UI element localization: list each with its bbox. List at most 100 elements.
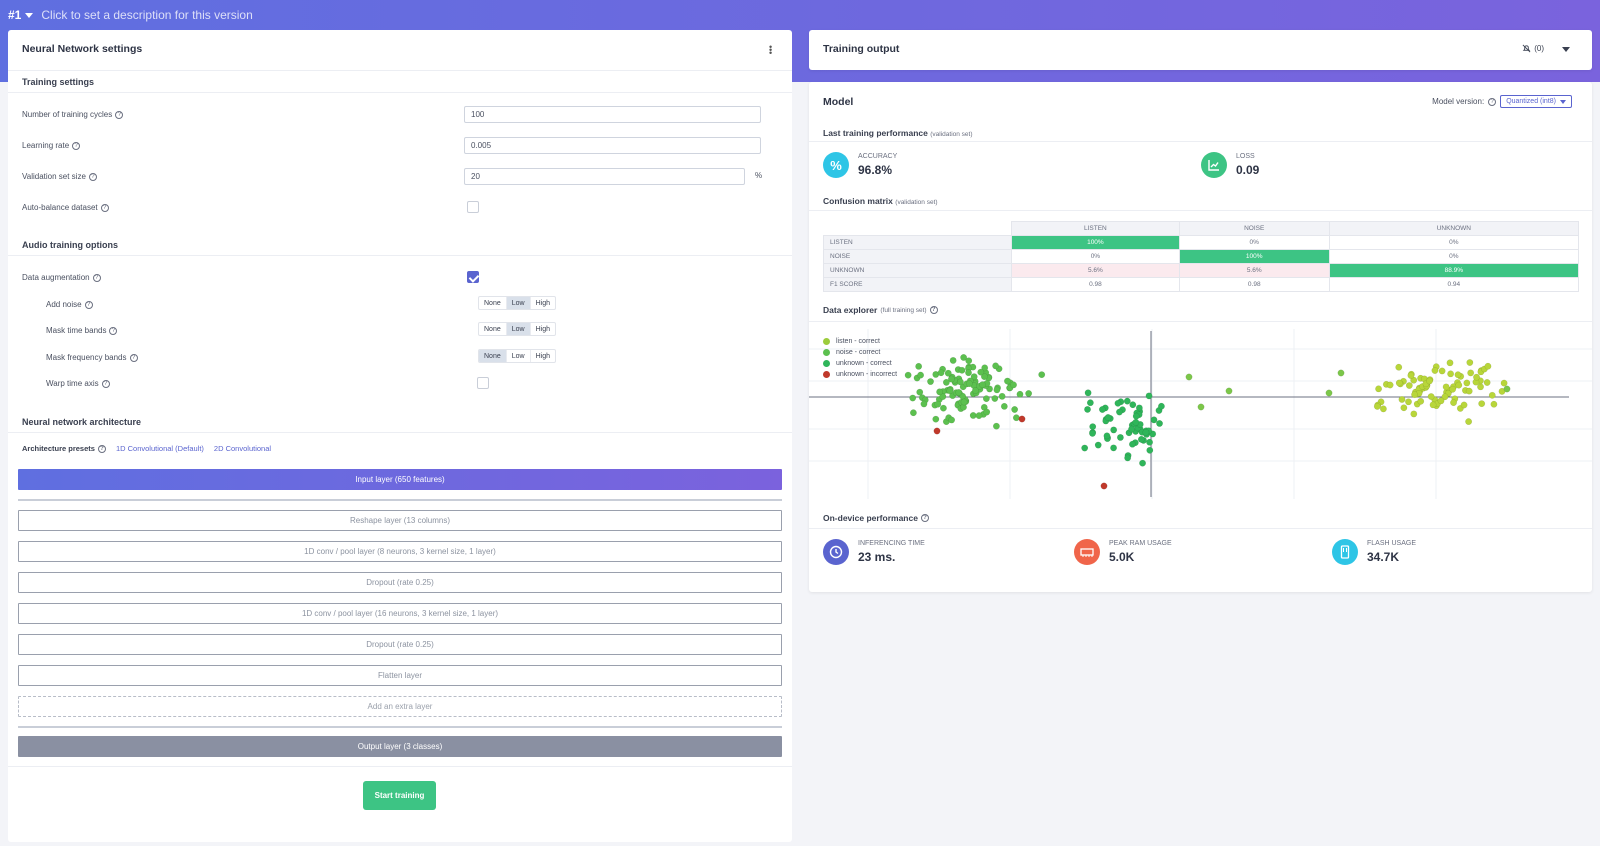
preset-2d-conv-link[interactable]: 2D Convolutional [213, 444, 272, 453]
more-options-icon[interactable]: • • • [769, 42, 773, 58]
output-layer[interactable]: Output layer (3 classes) [18, 736, 782, 757]
warp-checkbox[interactable] [477, 377, 489, 389]
cycles-label-text: Number of training cycles [22, 110, 113, 119]
mask-freq-selector[interactable]: None Low High [478, 349, 556, 363]
conv-layer-2[interactable]: 1D conv / pool layer (16 neurons, 3 kern… [18, 603, 782, 624]
row-header: F1 SCORE [823, 277, 1012, 292]
add-noise-label-text: Add noise [46, 300, 82, 309]
data-point [1411, 391, 1419, 399]
help-icon[interactable]: ? [100, 203, 109, 212]
data-point [958, 366, 966, 374]
accuracy-label: ACCURACY [858, 153, 898, 160]
input-layer[interactable]: Input layer (650 features) [18, 469, 782, 490]
level-low[interactable]: Low [507, 350, 531, 362]
nn-settings-panel: Neural Network settings • • • Training set… [8, 30, 792, 842]
level-none[interactable]: None [479, 297, 507, 309]
level-none[interactable]: None [479, 350, 507, 362]
autobalance-checkbox[interactable] [467, 201, 479, 213]
notifications-toggle[interactable]: (0) [1522, 44, 1544, 53]
matrix-cell: 88.9% [1328, 263, 1580, 278]
version-description[interactable]: Click to set a description for this vers… [41, 8, 253, 22]
data-point [1460, 401, 1468, 409]
augmentation-checkbox[interactable] [467, 271, 479, 283]
data-point [1400, 404, 1408, 412]
training-output-panel: Training output (0) [809, 30, 1592, 70]
legend-item: unknown - correct [823, 358, 897, 369]
audio-options-heading: Audio training options [22, 240, 118, 250]
data-explorer-plot[interactable] [809, 329, 1592, 499]
data-point [983, 408, 991, 416]
ram-label: PEAK RAM USAGE [1109, 540, 1172, 547]
legend-label: noise - correct [836, 349, 881, 356]
data-point [1441, 393, 1449, 401]
reshape-layer[interactable]: Reshape layer (13 columns) [18, 510, 782, 531]
model-title: Model [823, 96, 854, 108]
layer-separator [18, 499, 782, 501]
data-point [1426, 377, 1433, 385]
preset-1d-conv-link[interactable]: 1D Convolutional (Default) [115, 444, 204, 453]
data-point [1089, 429, 1096, 437]
data-point [1000, 402, 1008, 410]
data-point [1373, 402, 1381, 410]
data-point [955, 388, 963, 396]
matrix-cell: 0% [1328, 249, 1580, 264]
help-icon[interactable]: ? [1488, 97, 1497, 106]
help-icon[interactable]: ? [92, 273, 101, 282]
cycles-input[interactable]: 100 [464, 106, 761, 123]
start-training-button[interactable]: Start training [363, 781, 436, 810]
help-icon[interactable]: ? [920, 514, 929, 522]
level-low[interactable]: Low [506, 323, 531, 335]
conv-layer-1[interactable]: 1D conv / pool layer (8 neurons, 3 kerne… [18, 541, 782, 562]
data-point [1405, 398, 1412, 406]
level-low[interactable]: Low [506, 297, 531, 309]
data-point [1438, 367, 1446, 375]
data-point [1431, 367, 1439, 374]
mask-time-selector[interactable]: None Low High [478, 322, 556, 336]
f1-cell: 0.98 [1011, 277, 1180, 292]
validation-size-input[interactable]: 20 [464, 168, 745, 185]
table-row: UNKNOWN 5.6% 5.6% 88.9% [823, 263, 1580, 278]
last-performance-heading: Last training performance (validation se… [823, 128, 973, 138]
data-point [977, 368, 985, 376]
help-icon[interactable]: ? [72, 141, 81, 150]
data-point [916, 388, 924, 396]
help-icon[interactable]: ? [929, 306, 938, 314]
learning-rate-input[interactable]: 0.005 [464, 137, 761, 154]
flatten-layer[interactable]: Flatten layer [18, 665, 782, 686]
data-point [1465, 418, 1473, 426]
help-icon[interactable]: ? [129, 353, 138, 362]
data-point [992, 362, 1000, 370]
data-point [1104, 414, 1112, 421]
data-point [1114, 399, 1122, 407]
f1-cell: 0.94 [1328, 277, 1580, 292]
help-icon[interactable]: ? [97, 444, 106, 453]
dropout-layer-1[interactable]: Dropout (rate 0.25) [18, 572, 782, 593]
add-noise-selector[interactable]: None Low High [478, 296, 556, 310]
help-icon[interactable]: ? [109, 326, 118, 335]
data-point [1490, 400, 1498, 408]
help-icon[interactable]: ? [84, 300, 93, 309]
version-selector[interactable]: #1 [8, 8, 34, 22]
data-point [1429, 401, 1437, 409]
help-icon[interactable]: ? [101, 379, 110, 388]
line-chart-icon [1201, 152, 1227, 178]
dropout-layer-2[interactable]: Dropout (rate 0.25) [18, 634, 782, 655]
add-layer-button[interactable]: Add an extra layer [18, 696, 782, 717]
level-high[interactable]: High [535, 326, 550, 333]
level-high[interactable]: High [535, 353, 550, 360]
level-none[interactable]: None [479, 323, 507, 335]
warp-label-text: Warp time axis [46, 379, 99, 388]
data-point [1395, 379, 1403, 387]
data-point [1094, 441, 1102, 449]
help-icon[interactable]: ? [115, 110, 124, 119]
data-point [948, 416, 956, 424]
confusion-heading: Confusion matrix (validation set) [823, 196, 938, 206]
legend-item: unknown - incorrect [823, 369, 897, 380]
model-version-dropdown[interactable]: Quantized (int8) [1500, 95, 1572, 108]
level-high[interactable]: High [535, 300, 550, 307]
data-point [1081, 444, 1089, 452]
validation-label: Validation set size? [22, 172, 97, 181]
data-point [1016, 390, 1024, 398]
help-icon[interactable]: ? [88, 172, 97, 181]
chevron-down-icon[interactable] [1562, 47, 1570, 52]
